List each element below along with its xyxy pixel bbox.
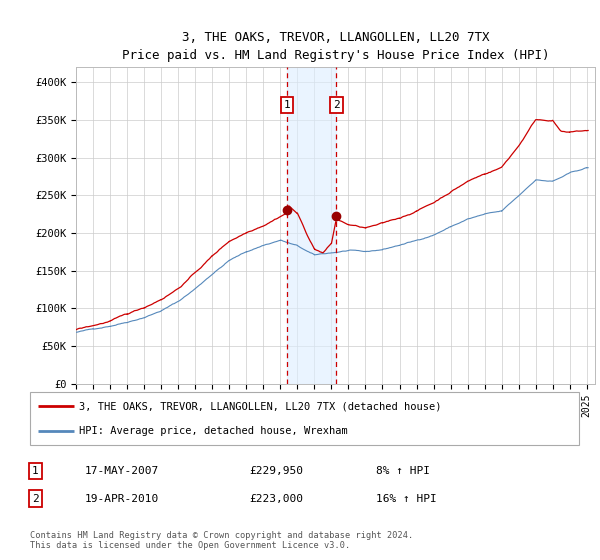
Text: 2: 2: [333, 100, 340, 110]
Text: £229,950: £229,950: [250, 466, 304, 476]
Text: 8% ↑ HPI: 8% ↑ HPI: [376, 466, 430, 476]
Text: 3, THE OAKS, TREVOR, LLANGOLLEN, LL20 7TX (detached house): 3, THE OAKS, TREVOR, LLANGOLLEN, LL20 7T…: [79, 402, 442, 412]
Text: 16% ↑ HPI: 16% ↑ HPI: [376, 493, 437, 503]
Text: £223,000: £223,000: [250, 493, 304, 503]
Text: 17-MAY-2007: 17-MAY-2007: [85, 466, 159, 476]
Text: 19-APR-2010: 19-APR-2010: [85, 493, 159, 503]
Text: Contains HM Land Registry data © Crown copyright and database right 2024.
This d: Contains HM Land Registry data © Crown c…: [30, 531, 413, 550]
Text: 2: 2: [32, 493, 39, 503]
Bar: [287, 67, 337, 384]
Text: 1: 1: [283, 100, 290, 110]
Title: 3, THE OAKS, TREVOR, LLANGOLLEN, LL20 7TX
Price paid vs. HM Land Registry's Hous: 3, THE OAKS, TREVOR, LLANGOLLEN, LL20 7T…: [122, 31, 550, 62]
Text: HPI: Average price, detached house, Wrexham: HPI: Average price, detached house, Wrex…: [79, 426, 348, 436]
Text: 1: 1: [32, 466, 39, 476]
